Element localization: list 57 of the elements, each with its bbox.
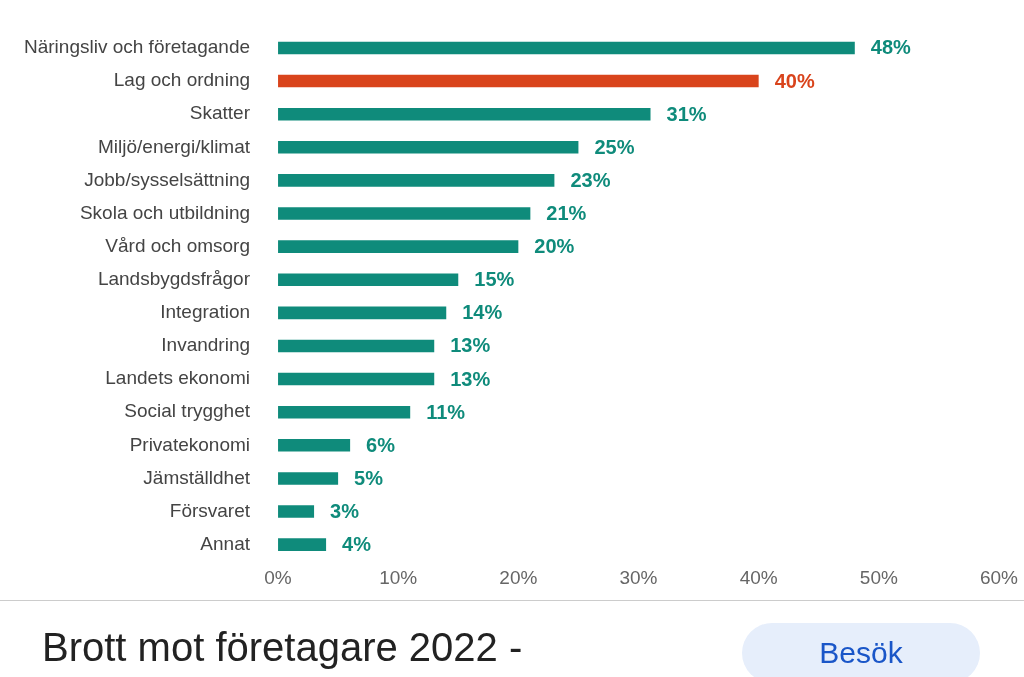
bar bbox=[278, 207, 531, 220]
y-tick-label: Skatter bbox=[189, 102, 251, 124]
data-label: 15% bbox=[474, 268, 515, 291]
bar bbox=[278, 339, 435, 353]
bar bbox=[278, 538, 327, 551]
y-tick-label: Näringsliv och företagande bbox=[23, 36, 251, 58]
y-tick-label: Lag och ordning bbox=[113, 69, 251, 91]
bar bbox=[278, 273, 459, 287]
bar bbox=[278, 472, 339, 485]
y-tick-label: Integration bbox=[160, 301, 251, 323]
y-tick-label: Privatekonomi bbox=[129, 433, 251, 455]
y-tick-label: Skola och utbildning bbox=[79, 201, 251, 223]
data-label: 4% bbox=[342, 533, 372, 556]
data-label: 23% bbox=[570, 168, 611, 191]
bar bbox=[278, 240, 519, 253]
x-tick-label: 40% bbox=[739, 566, 778, 588]
bar bbox=[278, 439, 351, 452]
x-tick-label: 20% bbox=[499, 566, 538, 588]
bar bbox=[278, 74, 759, 88]
bar bbox=[278, 372, 435, 386]
data-label: 40% bbox=[774, 69, 815, 92]
data-label: 20% bbox=[534, 235, 575, 258]
data-label: 48% bbox=[870, 36, 912, 59]
data-label: 13% bbox=[450, 367, 491, 390]
bar bbox=[278, 141, 579, 154]
x-tick-label: 30% bbox=[619, 566, 658, 588]
bar bbox=[278, 107, 651, 121]
bar bbox=[278, 41, 855, 55]
y-tick-label: Landets ekonomi bbox=[105, 367, 251, 389]
x-tick-label: 50% bbox=[859, 566, 898, 588]
bar bbox=[278, 505, 315, 518]
y-tick-label: Miljö/energi/klimat bbox=[97, 135, 251, 157]
data-label: 21% bbox=[546, 202, 587, 225]
y-tick-label: Försvaret bbox=[169, 499, 251, 521]
text: Brott mot företagare 2022 - bbox=[42, 625, 523, 670]
data-label: 13% bbox=[450, 334, 491, 357]
y-tick-label: Annat bbox=[200, 532, 251, 554]
data-label: 31% bbox=[666, 102, 707, 125]
y-tick-label: Social trygghet bbox=[124, 400, 251, 422]
y-tick-label: Landsbygdsfrågor bbox=[97, 267, 251, 289]
y-tick-label: Jämställdhet bbox=[143, 466, 251, 488]
data-label: 3% bbox=[330, 500, 360, 523]
y-tick-label: Vård och omsorg bbox=[105, 234, 251, 256]
data-label: 25% bbox=[594, 135, 635, 158]
x-tick-label: 0% bbox=[264, 566, 292, 588]
x-tick-label: 60% bbox=[979, 566, 1019, 588]
data-label: 14% bbox=[462, 301, 503, 324]
data-label: 5% bbox=[354, 466, 384, 489]
text: Besök bbox=[742, 623, 980, 677]
x-tick-label: 10% bbox=[379, 566, 418, 588]
y-tick-label: Jobb/sysselsättning bbox=[84, 168, 251, 190]
bar bbox=[278, 174, 555, 187]
bar bbox=[278, 405, 411, 419]
data-label: 6% bbox=[366, 433, 396, 456]
data-label: 11% bbox=[426, 400, 466, 423]
bar bbox=[278, 306, 447, 320]
y-tick-label: Invandring bbox=[161, 334, 251, 356]
